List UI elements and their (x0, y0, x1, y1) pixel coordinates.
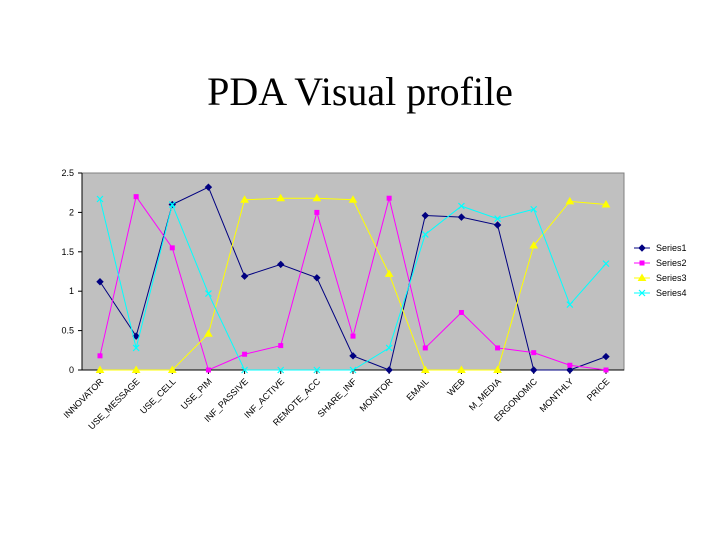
series-2 (97, 194, 609, 373)
y-tick-label: 1.5 (61, 247, 74, 257)
series-point-triangle (204, 329, 213, 337)
series-point-triangle (493, 365, 502, 373)
series-point-x (168, 201, 176, 208)
series-point-triangle (348, 195, 358, 203)
series-point-diamond (240, 272, 249, 280)
x-tick-label: WEB (445, 376, 467, 398)
x-tick-label: USE_PIM (179, 376, 214, 411)
series-point-square (350, 333, 356, 339)
series-point-diamond (530, 366, 538, 374)
series-4 (96, 195, 610, 374)
series-point-triangle (457, 365, 466, 373)
series-point-triangle (565, 196, 575, 205)
series-point-triangle (420, 365, 430, 373)
series-point-square (133, 194, 139, 200)
legend-item: Series4 (634, 288, 687, 298)
slide-title: PDA Visual profile (207, 69, 513, 114)
series-point-diamond (421, 211, 429, 220)
x-tick-label: EMAIL (405, 376, 431, 402)
legend-item: Series2 (634, 258, 687, 268)
y-tick-label: 1 (69, 286, 74, 296)
x-tick-label: MONTHLY (538, 376, 576, 414)
series-point-diamond (313, 274, 321, 282)
series-point-x (566, 301, 574, 309)
series-point-square (567, 362, 573, 368)
series-point-square (205, 367, 211, 373)
series-point-x (385, 344, 393, 352)
series-point-x (421, 231, 429, 238)
series-point-diamond (132, 332, 140, 340)
series-point-triangle (95, 365, 105, 373)
series-point-triangle (131, 365, 141, 373)
series-point-x (313, 366, 321, 374)
series-point-diamond (457, 213, 466, 221)
series-point-triangle (637, 273, 647, 281)
legend-item: Series1 (634, 243, 687, 253)
legend-label: Series3 (656, 273, 687, 283)
series-point-diamond (277, 260, 285, 269)
series-point-diamond (566, 366, 574, 374)
series-point-square (458, 309, 464, 315)
x-tick-label: M_MEDIA (467, 376, 503, 412)
series-point-x (458, 202, 465, 210)
series-point-x (638, 289, 646, 297)
series-point-diamond (349, 352, 357, 360)
series-1 (96, 183, 610, 374)
series-point-square (495, 345, 501, 351)
series-point-diamond (493, 221, 502, 229)
y-tick-label: 2.5 (61, 168, 74, 178)
series-point-x (205, 290, 212, 297)
series-point-triangle (384, 269, 394, 277)
x-tick-label: PRICE (585, 376, 612, 403)
series-point-triangle (312, 193, 322, 202)
series-point-triangle (240, 195, 249, 203)
series-point-diamond (638, 244, 646, 252)
series-point-diamond (204, 183, 213, 191)
series-point-triangle (167, 365, 177, 373)
series-point-square (97, 353, 103, 359)
y-tick-label: 0.5 (61, 326, 74, 336)
series-point-diamond (385, 366, 393, 374)
series-point-triangle (529, 241, 539, 249)
series-point-x (349, 366, 357, 374)
x-tick-label: MONITOR (358, 376, 395, 413)
series-3 (95, 193, 611, 373)
legend-label: Series4 (656, 288, 687, 298)
series-point-square (169, 245, 175, 251)
x-tick-label: USE_CELL (138, 376, 178, 416)
series-point-x (530, 205, 538, 213)
series-point-square (639, 260, 645, 266)
series-point-square (603, 367, 609, 373)
series-point-square (422, 345, 428, 351)
series-point-diamond (96, 278, 104, 286)
series-point-x (277, 366, 285, 374)
x-tick-label: SHARE_INF (316, 376, 359, 419)
y-tick-label: 2 (69, 207, 74, 217)
series-point-x (132, 344, 140, 352)
series-point-triangle (601, 200, 611, 208)
series-point-x (602, 260, 610, 268)
series-point-square (278, 343, 284, 349)
series-point-x (494, 215, 501, 223)
series-point-x (96, 195, 104, 203)
legend-label: Series2 (656, 258, 687, 268)
legend-item: Series3 (634, 273, 687, 283)
series-point-square (386, 195, 392, 201)
legend-label: Series1 (656, 243, 687, 253)
series-point-triangle (276, 193, 286, 202)
y-tick-label: 0 (69, 365, 74, 375)
series-point-square (314, 209, 320, 215)
series-point-square (242, 351, 248, 357)
series-point-square (531, 350, 537, 356)
series-point-diamond (602, 352, 610, 361)
series-point-x (241, 366, 248, 374)
